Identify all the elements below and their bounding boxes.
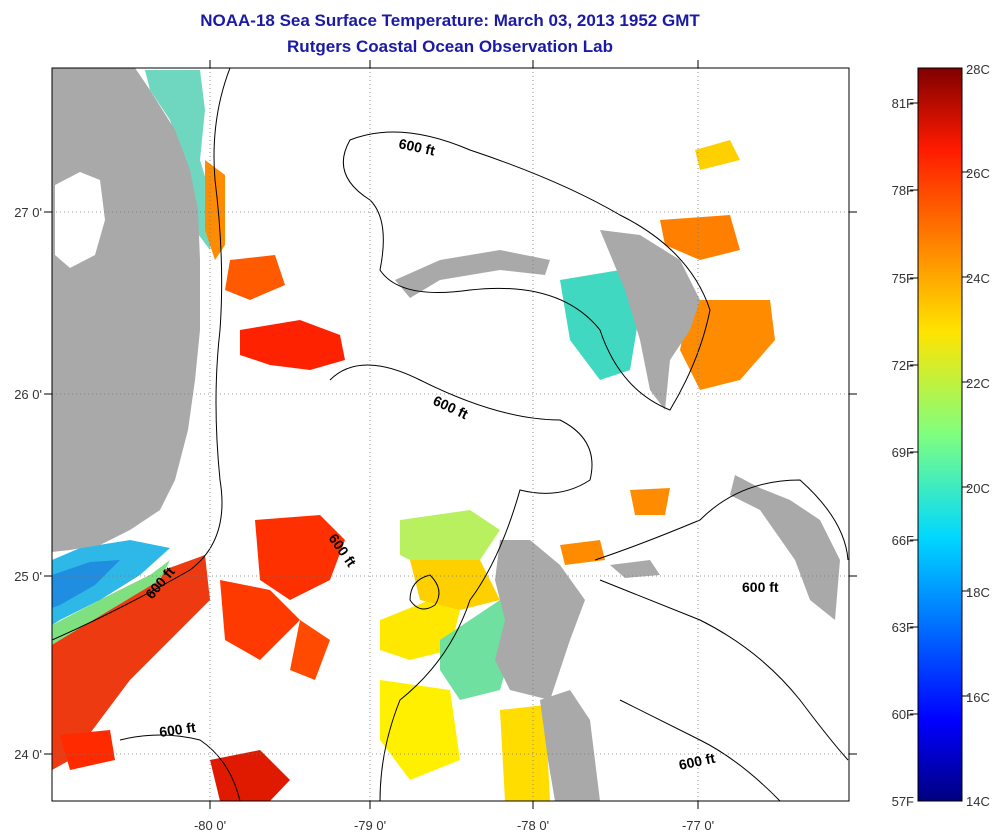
colorbar-f-label: 66F <box>892 533 914 548</box>
sst-cool-band-biscayne <box>52 540 170 625</box>
sst-patch-10 <box>410 560 500 610</box>
land-grand-bahama <box>395 250 550 298</box>
colorbar-celsius-labels: 28C 26C 24C 22C 20C 18C 16C 14C <box>966 62 990 809</box>
colorbar-f-label: 63F <box>892 620 914 635</box>
sst-patch-13 <box>500 705 550 801</box>
land-eleuthera <box>730 475 840 620</box>
colorbar-f-label: 75F <box>892 271 914 286</box>
colorbar-f-label: 78F <box>892 183 914 198</box>
lon-tick-label: -77 0' <box>682 818 714 833</box>
sst-patch-7 <box>290 620 330 680</box>
map-title: NOAA-18 Sea Surface Temperature: March 0… <box>200 11 700 30</box>
lat-tick-label: 24 0' <box>14 747 42 762</box>
lat-tick-label: 26 0' <box>14 387 42 402</box>
lat-tick-label: 25 0' <box>14 569 42 584</box>
axis-ticks <box>44 60 857 809</box>
colorbar-c-label: 18C <box>966 585 990 600</box>
map-area: 600 ft 600 ft 600 ft 600 ft 600 ft 600 f… <box>52 68 849 801</box>
land-florida-lake <box>55 172 105 268</box>
sst-patch-2 <box>225 255 285 300</box>
land-new-providence <box>610 560 660 578</box>
colorbar-c-label: 28C <box>966 62 990 77</box>
sst-patch-6 <box>210 750 290 801</box>
contour-label: 600 ft <box>158 719 197 740</box>
lon-tick-label: -80 0' <box>194 818 226 833</box>
map-frame <box>51 67 850 802</box>
colorbar-f-label: 57F <box>892 794 914 809</box>
colorbar-c-label: 24C <box>966 271 990 286</box>
colorbar-c-label: 22C <box>966 376 990 391</box>
depth-contours <box>52 68 849 801</box>
colorbar-f-label: 60F <box>892 707 914 722</box>
sst-patch-4 <box>220 580 300 660</box>
contour-label: 600 ft <box>742 579 779 595</box>
sst-patch-11 <box>440 600 520 700</box>
colorbar-ticks <box>910 102 970 715</box>
colorbar-c-label: 16C <box>966 690 990 705</box>
map-subtitle: Rutgers Coastal Ocean Observation Lab <box>287 37 613 56</box>
sst-patch-12 <box>380 680 460 780</box>
lat-tick-label: 27 0' <box>14 205 42 220</box>
graticule <box>52 68 849 801</box>
sst-patch-9 <box>400 510 500 570</box>
sst-patch-16 <box>560 270 640 380</box>
colorbar-c-label: 20C <box>966 481 990 496</box>
land-abaco <box>600 230 700 410</box>
sst-patch-1 <box>240 320 345 370</box>
contour-label: 600 ft <box>677 750 716 773</box>
colorbar <box>917 67 963 802</box>
sst-green-band <box>52 560 170 645</box>
colorbar-c-label: 14C <box>966 794 990 809</box>
sst-patch-3 <box>255 515 345 600</box>
sst-patch-19 <box>560 540 605 565</box>
colorbar-f-label: 69F <box>892 445 914 460</box>
sst-patch-14 <box>660 215 740 260</box>
lon-tick-label: -78 0' <box>517 818 549 833</box>
sst-patch-18 <box>630 488 670 515</box>
colorbar-f-label: 72F <box>892 358 914 373</box>
sst-patch-17 <box>695 140 740 170</box>
sst-gulfstream-coastal <box>145 70 215 250</box>
land-andros <box>495 540 585 700</box>
colorbar-f-label: 81F <box>892 96 914 111</box>
colorbar-fahrenheit-labels: 81F 78F 75F 72F 69F 66F 63F 60F 57F <box>892 96 914 809</box>
lon-tick-label: -79 0' <box>354 818 386 833</box>
sst-patch-15 <box>680 300 775 390</box>
sst-patch-5 <box>60 730 115 770</box>
land-andros-south <box>540 690 600 801</box>
contour-label: 600 ft <box>397 135 436 158</box>
sst-cool-band-inner <box>52 560 120 608</box>
colorbar-c-label: 26C <box>966 166 990 181</box>
